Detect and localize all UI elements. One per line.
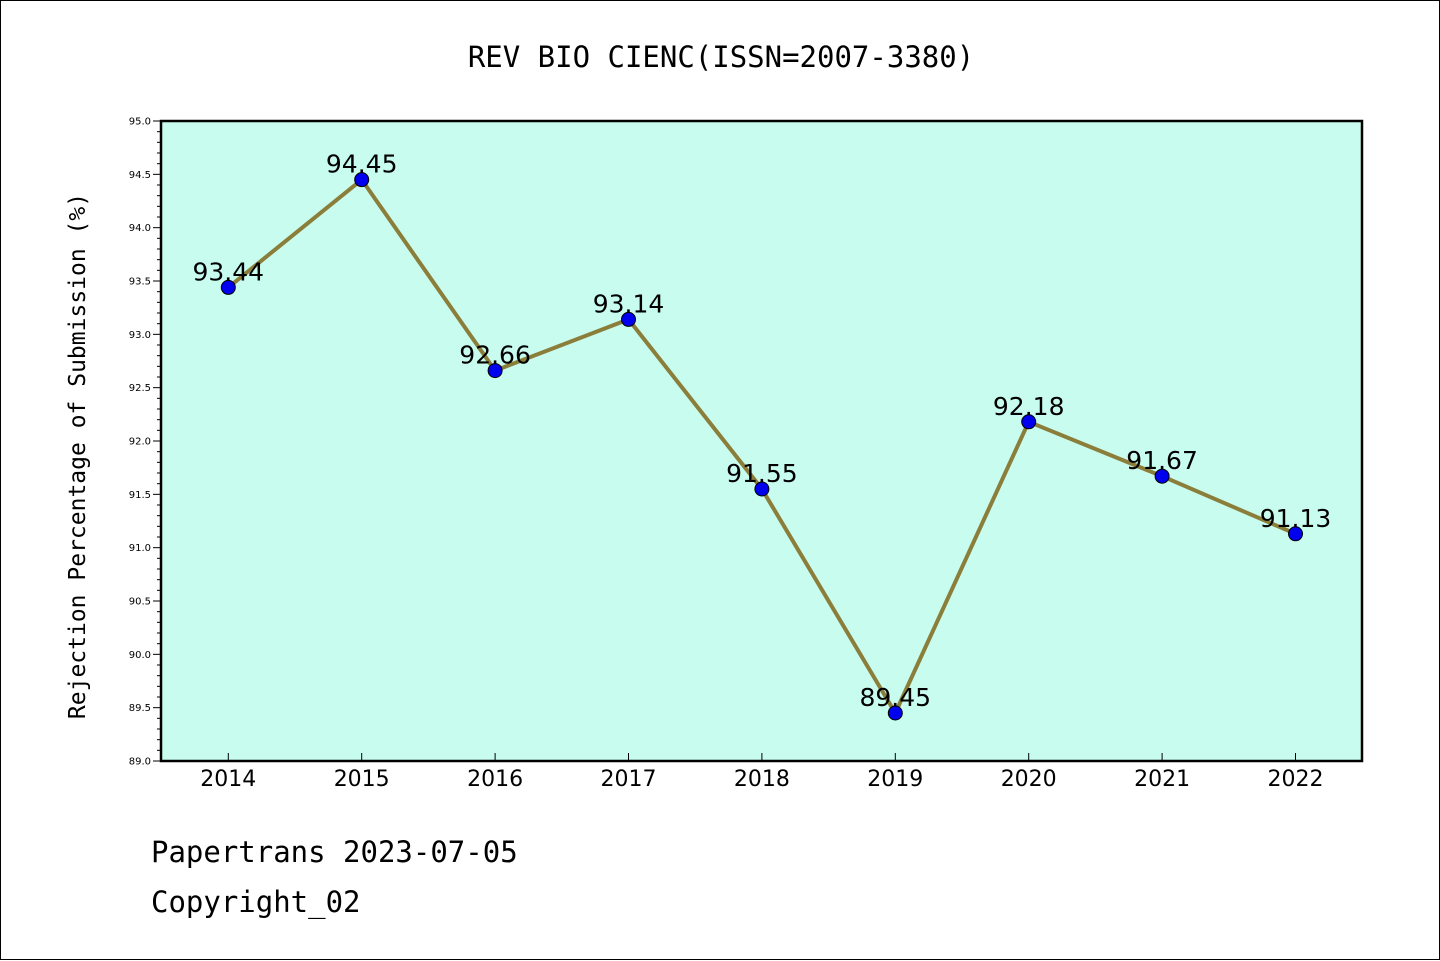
data-labels: 93.44 94.45 92.66 93.14 91.55 89.45 92.18 91.67…	[193, 150, 1332, 712]
y-axis-ticks: 89.0 89.5 90.0 90.5 91.0 91.5 92.0 92.5 93.0 93.5…	[129, 117, 161, 768]
x-axis-ticks: 2014 2015 2016 2017 2018 2019 2020 2021 2022	[200, 753, 1324, 792]
x-tick-label: 2015	[334, 767, 390, 792]
y-tick-label: 91.5	[129, 490, 151, 501]
y-tick-label: 90.0	[129, 650, 151, 661]
x-tick-label: 2014	[200, 767, 256, 792]
data-label: 93.44	[193, 257, 265, 286]
data-point	[220, 279, 236, 295]
data-label: 89.45	[860, 683, 932, 712]
y-tick-label: 89.0	[129, 757, 151, 768]
y-tick-label: 92.0	[129, 437, 151, 448]
x-tick-label: 2022	[1268, 767, 1324, 792]
y-tick-label: 95.0	[129, 117, 151, 128]
data-point	[754, 481, 770, 497]
data-point	[1021, 414, 1037, 430]
data-label: 91.13	[1260, 504, 1332, 533]
y-tick-label: 89.5	[129, 703, 151, 714]
x-tick-label: 2018	[734, 767, 790, 792]
chart-title: REV BIO CIENC(ISSN=2007-3380)	[468, 40, 974, 74]
x-tick-label: 2016	[467, 767, 523, 792]
data-point	[1288, 526, 1303, 542]
data-point	[354, 172, 370, 188]
y-tick-label: 93.0	[129, 330, 151, 341]
data-point	[621, 311, 636, 327]
data-point	[887, 705, 903, 721]
data-point	[1154, 468, 1170, 484]
y-axis-label: Rejection Percentage of Submission (%)	[65, 193, 91, 719]
plot-area	[159, 119, 1364, 763]
x-tick-label: 2019	[867, 767, 923, 792]
footer-copyright: Copyright_02	[151, 885, 361, 919]
footer-date: Papertrans 2023-07-05	[151, 835, 518, 869]
data-label: 94.45	[326, 150, 398, 179]
data-points	[220, 172, 1303, 721]
data-label: 91.55	[726, 459, 798, 488]
data-point	[487, 363, 503, 379]
data-label: 93.14	[593, 289, 665, 318]
y-tick-label: 92.5	[129, 383, 151, 394]
x-tick-label: 2020	[1001, 767, 1057, 792]
y-tick-label: 94.0	[129, 223, 151, 234]
y-tick-label: 94.5	[129, 170, 151, 181]
y-tick-label: 93.5	[129, 277, 151, 288]
x-tick-label: 2017	[601, 767, 657, 792]
x-tick-label: 2021	[1134, 767, 1190, 792]
y-tick-label: 91.0	[129, 543, 151, 554]
data-label: 91.67	[1126, 446, 1198, 475]
y-tick-label: 90.5	[129, 597, 151, 608]
data-label: 92.66	[459, 341, 531, 370]
data-label: 92.18	[993, 392, 1065, 421]
